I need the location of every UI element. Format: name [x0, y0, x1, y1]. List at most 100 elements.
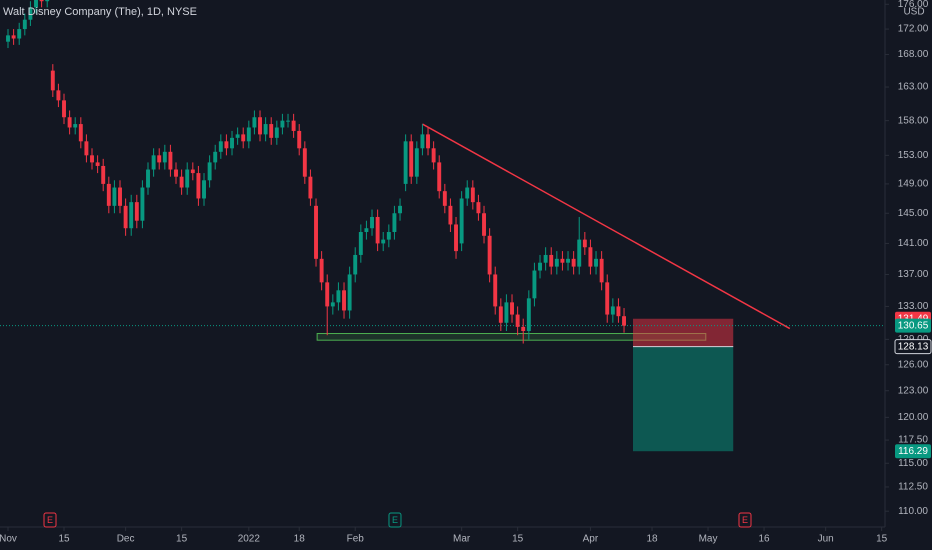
chart-title: Walt Disney Company (The), 1D, NYSE: [3, 6, 197, 18]
candle-body: [347, 274, 352, 311]
candle-body: [414, 148, 419, 177]
candle-body: [78, 124, 83, 142]
candle-body: [549, 254, 554, 267]
stop-zone: [632, 318, 734, 347]
candle-body: [6, 35, 10, 42]
candle-body: [168, 151, 173, 170]
candle-body: [353, 254, 358, 275]
candle-body: [22, 19, 27, 30]
candle-body: [420, 134, 425, 149]
candle-body: [442, 191, 447, 206]
y-tick-label: 126.00: [898, 359, 929, 370]
candle-body: [370, 216, 374, 229]
candle-body: [386, 232, 391, 240]
y-tick-label: 145.00: [898, 208, 929, 219]
currency-label: USD: [903, 7, 924, 18]
candle-body: [112, 187, 117, 206]
candle-body: [358, 232, 363, 255]
candle-body: [190, 169, 195, 174]
x-tick-label: Nov: [0, 534, 17, 545]
price-label-box: [895, 444, 931, 459]
y-tick-label: 176.00: [898, 0, 929, 10]
candle-body: [470, 187, 475, 203]
candle-body: [504, 302, 509, 323]
candle-body: [297, 130, 302, 149]
candle-body: [280, 120, 285, 128]
x-tick-label: Mar: [453, 534, 471, 545]
price-label-box: [895, 318, 931, 333]
x-tick-label: Dec: [117, 534, 135, 545]
candle-body: [28, 7, 33, 20]
x-tick-label: Feb: [347, 534, 365, 545]
candle-body: [95, 162, 100, 166]
y-tick-label: 115.00: [898, 458, 928, 469]
y-tick-label: 123.00: [898, 385, 929, 396]
candle-body: [213, 151, 218, 163]
y-tick-label: 168.00: [898, 49, 929, 60]
candle-body: [532, 270, 537, 299]
y-tick-label: 110.00: [898, 506, 928, 517]
candle-body: [157, 155, 162, 163]
candle-body: [235, 134, 240, 138]
candle-body: [241, 134, 246, 142]
candle-body: [291, 120, 296, 131]
y-tick-label: 120.00: [898, 412, 929, 423]
candle-body: [336, 290, 341, 303]
candle-body: [252, 117, 257, 128]
y-tick-label: 153.00: [898, 150, 929, 161]
candle-body: [325, 282, 330, 307]
candle-body: [459, 198, 464, 244]
candle-body: [258, 117, 262, 135]
x-tick-label: 18: [646, 534, 658, 545]
candle-body: [392, 213, 397, 233]
candle-body: [140, 187, 145, 221]
x-tick-label: 15: [58, 534, 70, 545]
candle-body: [493, 274, 498, 307]
candle-body: [179, 176, 184, 188]
candle-body: [594, 258, 598, 267]
plot-area: [0, 0, 885, 452]
candle-body: [50, 70, 55, 91]
candle-body: [286, 120, 290, 122]
candle-body: [330, 302, 335, 307]
candle-body: [174, 169, 178, 177]
candle-body: [476, 202, 481, 214]
candle-body: [218, 141, 223, 152]
x-tick-label: Jun: [818, 534, 834, 545]
candle-body: [11, 35, 16, 39]
candle-body: [403, 141, 408, 184]
y-tick-label: 163.00: [898, 82, 929, 93]
event-label: E: [392, 515, 398, 525]
candle-body: [538, 262, 542, 271]
candle-body: [224, 141, 229, 149]
price-label: 128.13: [898, 341, 929, 352]
candle-body: [129, 202, 134, 229]
candle-body: [202, 180, 206, 199]
candle-body: [543, 254, 548, 263]
y-tick-label: 158.00: [898, 115, 929, 126]
y-tick-label: 133.00: [898, 301, 929, 312]
candle-body: [67, 117, 72, 128]
candle-body: [605, 282, 610, 315]
candle-body: [398, 205, 402, 214]
price-label-box: [894, 339, 932, 355]
candle-body: [62, 100, 66, 118]
candle-body: [515, 314, 520, 327]
trend-line: [422, 123, 791, 330]
candle-body: [39, 0, 44, 2]
candle-body: [448, 205, 453, 225]
event-marker: [43, 512, 57, 528]
candle-body: [84, 141, 89, 156]
candle-body: [599, 258, 604, 283]
candle-body: [246, 127, 251, 142]
x-tick-label: Apr: [583, 534, 599, 545]
price-label: 130.65: [898, 320, 929, 331]
candle-body: [196, 173, 201, 199]
x-tick-label: 15: [176, 534, 188, 545]
candle-body: [134, 202, 139, 221]
x-tick-label: 15: [876, 534, 888, 545]
target-zone: [632, 346, 734, 452]
candle-body: [319, 258, 324, 283]
candle-body: [106, 183, 111, 206]
